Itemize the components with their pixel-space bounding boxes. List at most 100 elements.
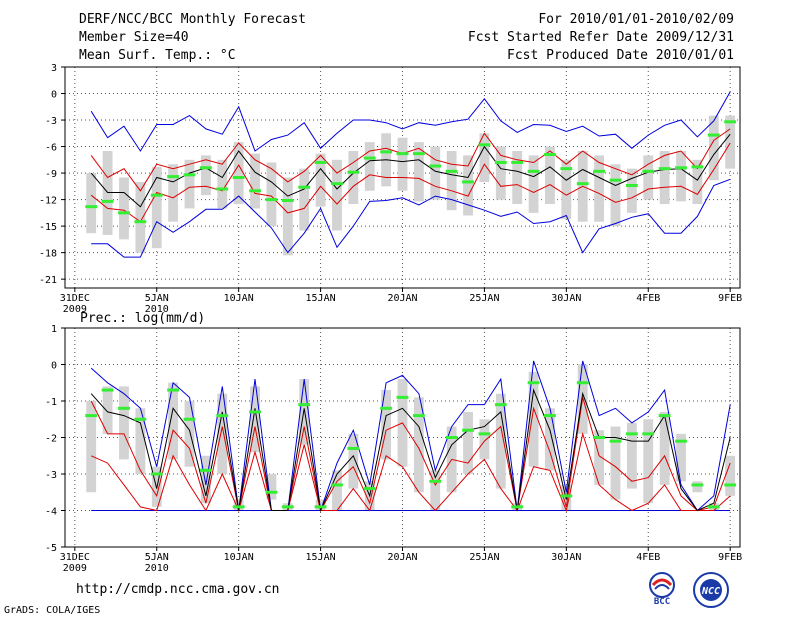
prec-box — [299, 379, 310, 445]
prec-box — [119, 386, 129, 460]
prec-box — [692, 481, 703, 493]
prec-ytick-label: 1 — [51, 324, 57, 335]
prec-box — [676, 433, 686, 482]
temp-ytick-label: -12 — [39, 196, 57, 207]
temp-series-upper — [90, 128, 731, 192]
prec-xtick-label: 4FEB — [636, 552, 660, 563]
temp-box — [692, 159, 703, 205]
temp-box — [594, 155, 605, 222]
forecast-period: For 2010/01/01-2010/02/09 — [538, 12, 734, 27]
temp-box — [512, 150, 523, 205]
bcc-logo: BCC — [649, 572, 675, 607]
temp-box — [168, 164, 179, 222]
temp-ytick-label: -6 — [45, 143, 57, 154]
prec-box — [86, 401, 97, 493]
prec-panel-title: Prec.: log(mm/d) — [80, 311, 205, 326]
temp-box — [348, 150, 359, 205]
temp-box — [545, 146, 555, 205]
temp-xtick-label: 30JAN — [551, 293, 581, 304]
prec-box — [495, 393, 506, 489]
prec-box — [413, 397, 424, 493]
temp-ytick-label: -15 — [39, 222, 57, 233]
temp-series-lower — [90, 142, 731, 223]
temp-box — [725, 115, 736, 169]
prec-box — [594, 430, 605, 485]
chart-title: DERF/NCC/BCC Monthly Forecast — [79, 12, 306, 27]
prec-series-max — [90, 360, 731, 512]
variable-label: Mean Surf. Temp.: °C — [79, 48, 236, 63]
temp-ytick-label: -9 — [45, 169, 57, 180]
website-url[interactable]: http://cmdp.ncc.cma.gov.cn — [76, 582, 280, 597]
prec-box — [168, 382, 179, 460]
prec-ytick-label: -3 — [45, 470, 57, 481]
prec-box — [135, 408, 146, 474]
temp-box — [413, 142, 424, 202]
temp-box — [135, 181, 146, 253]
prec-box — [659, 411, 670, 485]
prec-box — [430, 470, 441, 511]
temp-box — [430, 146, 441, 200]
prec-xtick-label: 25JAN — [469, 552, 499, 563]
temp-box — [676, 150, 686, 202]
temp-box — [626, 168, 637, 213]
prec-series-mean — [90, 388, 731, 513]
temp-xtick-label: 4FEB — [636, 293, 660, 304]
temp-box — [332, 159, 342, 231]
member-size: Member Size=40 — [79, 30, 189, 45]
fcst-started-date: Fcst Started Refer Date 2009/12/31 — [467, 30, 734, 45]
temp-series-max — [90, 91, 731, 152]
temp-xtick-sublabel: 2009 — [63, 304, 87, 315]
grads-credit: GrADS: COLA/IGES — [4, 605, 101, 616]
temp-series-min — [91, 178, 731, 258]
prec-box — [102, 386, 113, 434]
temp-box — [463, 155, 473, 216]
prec-box — [381, 390, 392, 460]
prec-box — [528, 371, 539, 467]
temp-xtick-label: 10JAN — [224, 293, 254, 304]
temp-xtick-label: 9FEB — [718, 293, 742, 304]
temp-xtick-label: 31DEC — [60, 293, 90, 304]
prec-xtick-sublabel: 2009 — [63, 563, 87, 574]
prec-box — [200, 455, 211, 504]
prec-box — [626, 422, 637, 489]
temp-box — [217, 159, 228, 209]
temp-box — [86, 173, 97, 234]
temp-box — [200, 155, 211, 196]
temp-box — [233, 142, 244, 205]
prec-box — [463, 411, 473, 474]
temp-box — [315, 153, 326, 207]
prec-box — [266, 474, 277, 500]
temp-box — [446, 150, 457, 211]
prec-xtick-label: 31DEC — [60, 552, 90, 563]
prec-xtick-sublabel: 2010 — [145, 563, 169, 574]
temp-box — [659, 150, 670, 205]
prec-box — [479, 419, 490, 460]
temp-xtick-label: 15JAN — [306, 293, 336, 304]
prec-box — [233, 499, 244, 511]
prec-xtick-label: 5JAN — [145, 552, 169, 563]
prec-ytick-label: -1 — [45, 397, 57, 408]
temp-box — [610, 164, 621, 227]
temp-ytick-label: -3 — [45, 116, 57, 127]
temp-box — [299, 168, 310, 231]
prec-box — [250, 386, 260, 453]
temp-box — [708, 115, 719, 181]
temp-box — [479, 133, 490, 182]
temp-box — [266, 162, 277, 227]
temp-box — [282, 177, 293, 256]
prec-box — [725, 455, 736, 496]
temp-ytick-label: -21 — [39, 275, 57, 286]
temp-box — [151, 166, 162, 249]
prec-series-lower — [90, 431, 731, 513]
prec-box — [610, 426, 621, 500]
prec-xtick-label: 15JAN — [306, 552, 336, 563]
prec-ytick-label: 0 — [51, 361, 57, 372]
temp-ytick-label: 0 — [51, 90, 57, 101]
temp-box — [528, 155, 539, 213]
temp-xtick-label: 20JAN — [387, 293, 417, 304]
prec-box — [348, 433, 359, 489]
temp-ytick-label: -18 — [39, 249, 57, 260]
temp-box — [119, 177, 129, 240]
prec-xtick-label: 9FEB — [718, 552, 742, 563]
